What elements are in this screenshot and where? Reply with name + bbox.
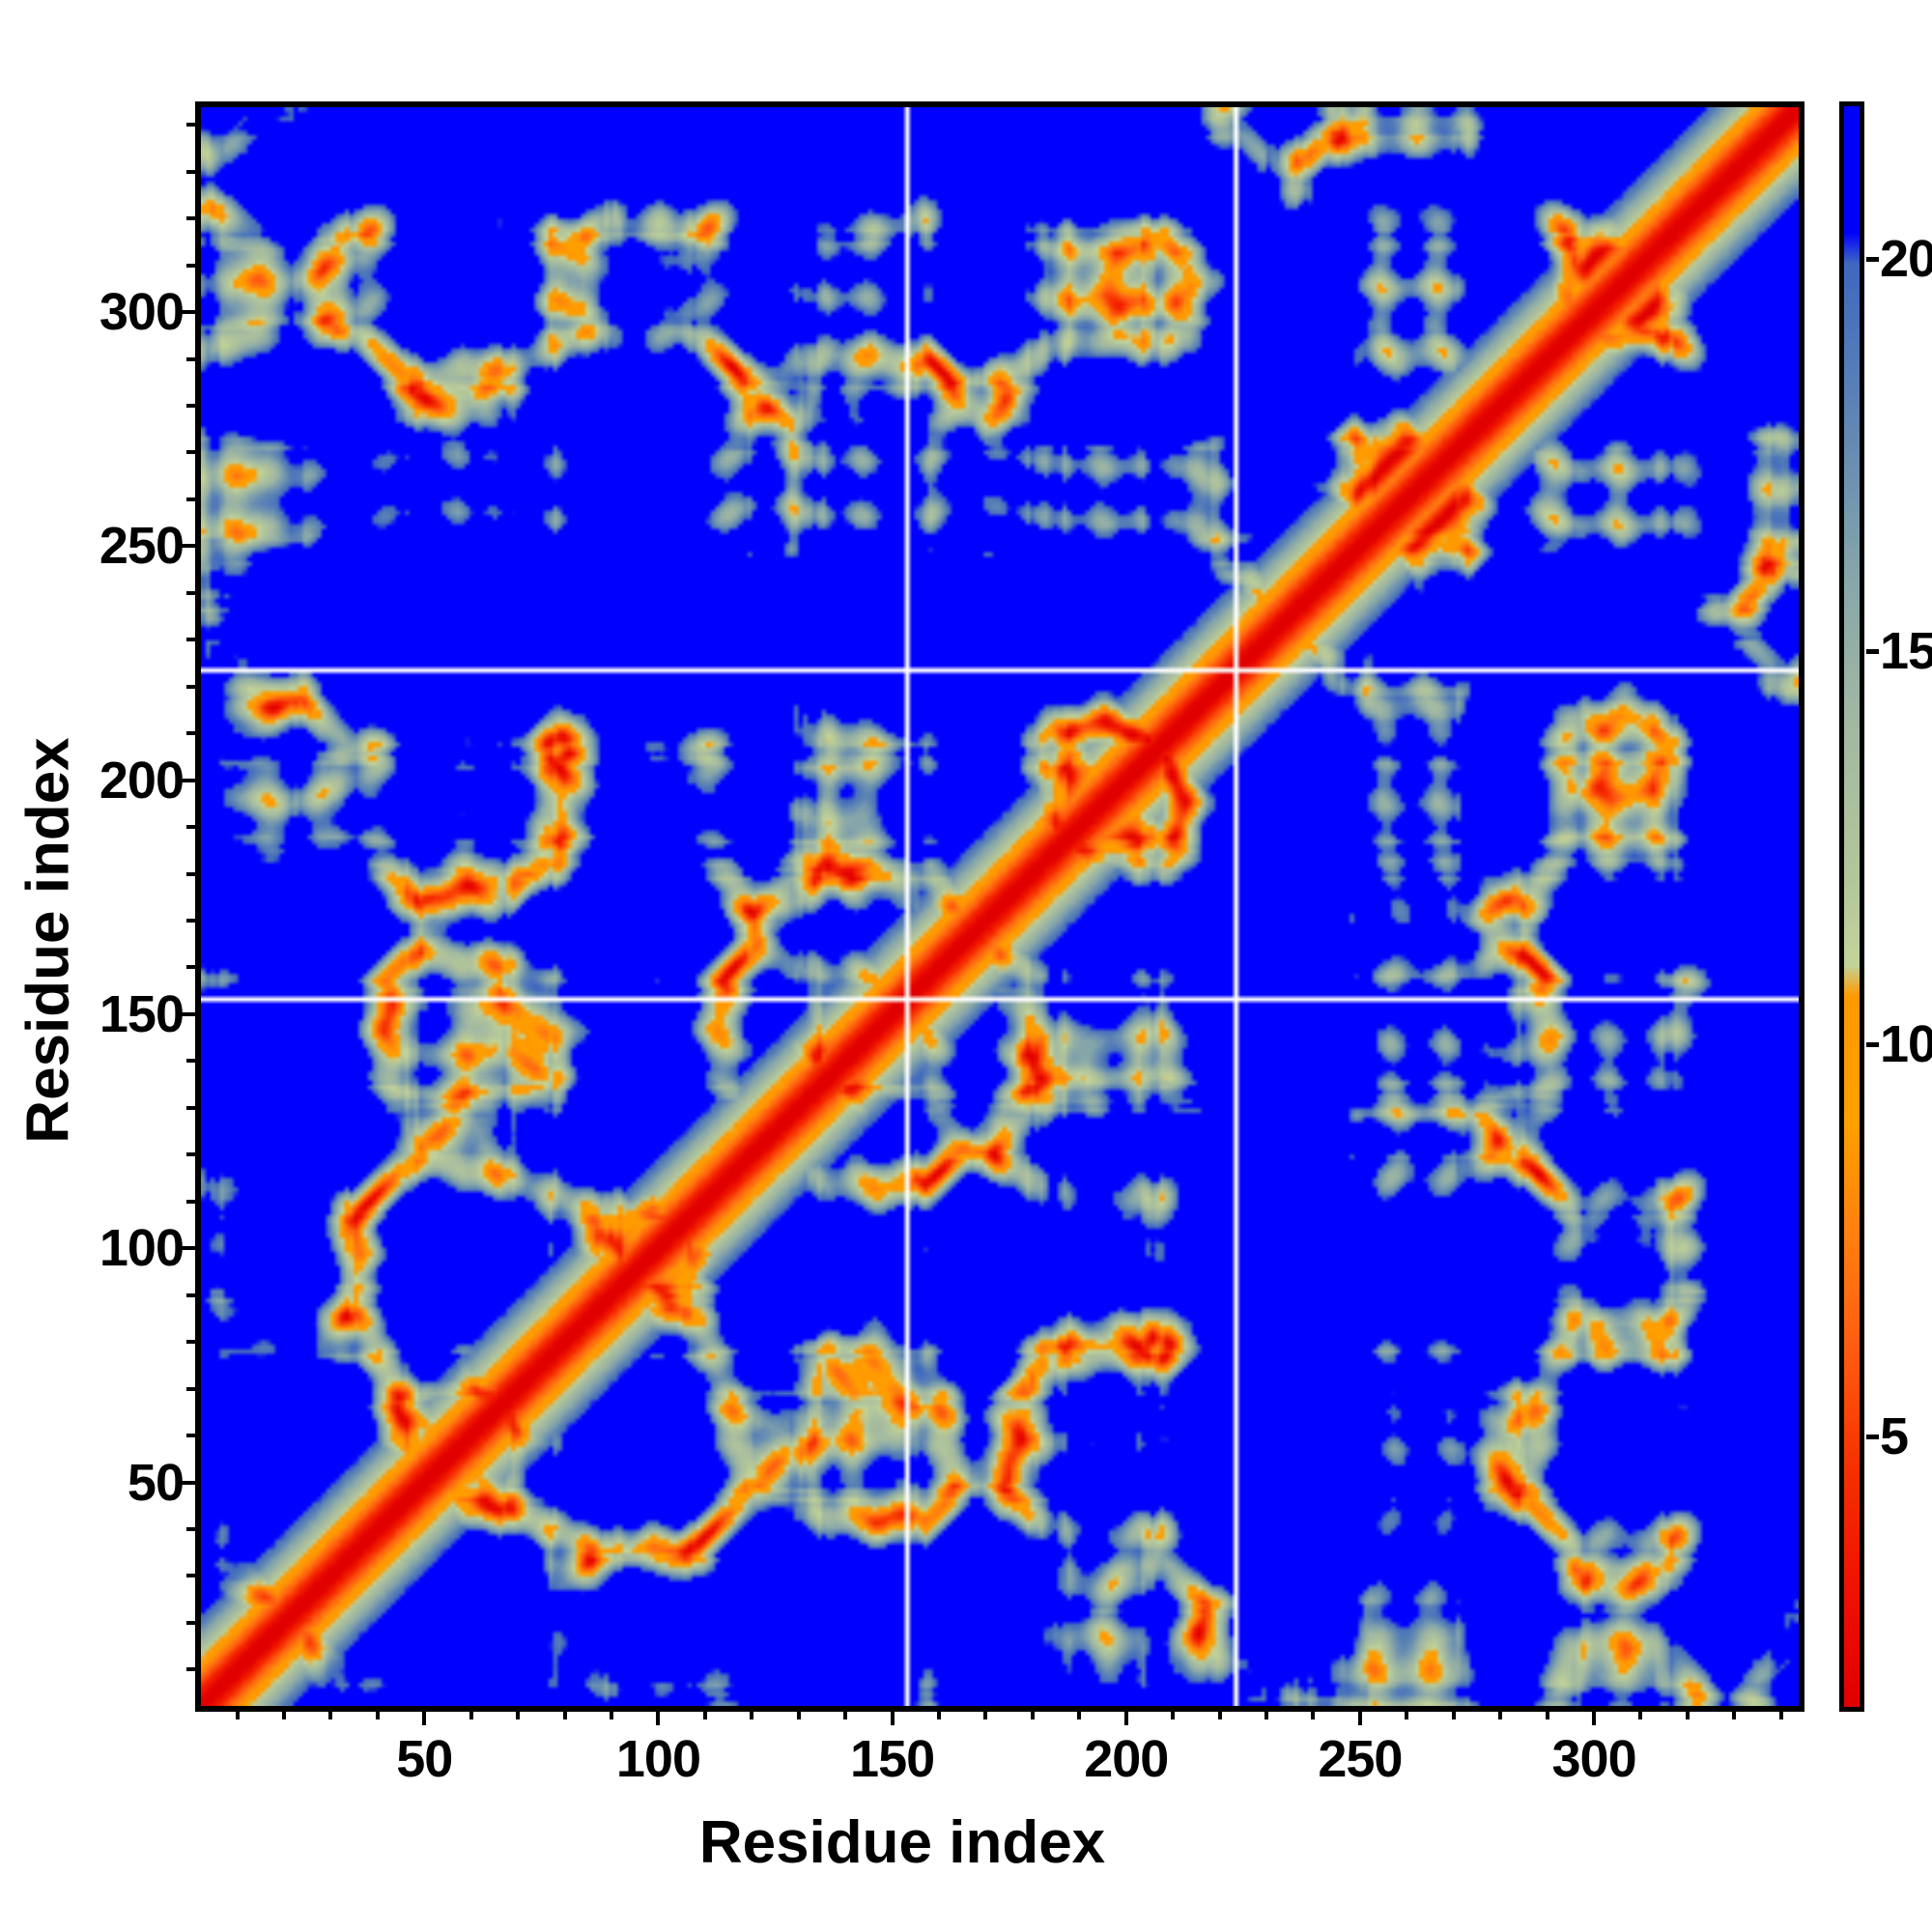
y-minor-tick	[186, 1105, 195, 1110]
x-minor-tick	[1545, 1712, 1549, 1719]
x-minor-tick	[1732, 1712, 1737, 1719]
y-minor-tick	[186, 169, 195, 174]
x-minor-tick	[516, 1712, 521, 1719]
colorbar-tick-label-20: 20	[1880, 229, 1932, 288]
y-minor-tick	[186, 123, 195, 128]
x-minor-tick	[1311, 1712, 1316, 1719]
y-minor-tick	[186, 1434, 195, 1438]
y-minor-tick	[186, 684, 195, 689]
y-minor-tick	[186, 497, 195, 501]
x-minor-tick	[235, 1712, 240, 1719]
x-tick-150	[890, 1712, 895, 1725]
x-minor-tick	[843, 1712, 848, 1719]
x-minor-tick	[610, 1712, 614, 1719]
x-minor-tick	[937, 1712, 942, 1719]
x-tick-200	[1123, 1712, 1128, 1725]
x-minor-tick	[1778, 1712, 1783, 1719]
x-tick-250	[1357, 1712, 1362, 1725]
x-tick-label-300: 300	[1551, 1730, 1637, 1788]
x-minor-tick	[562, 1712, 567, 1719]
x-minor-tick	[282, 1712, 287, 1719]
y-minor-tick	[186, 216, 195, 221]
y-minor-tick	[186, 825, 195, 830]
y-minor-tick	[186, 871, 195, 876]
colorbar-tick-20	[1866, 256, 1879, 262]
colorbar-tick-15	[1866, 649, 1879, 655]
y-tick-label-150: 150	[99, 984, 185, 1043]
x-minor-tick	[1405, 1712, 1409, 1719]
x-minor-tick	[328, 1712, 333, 1719]
y-minor-tick	[186, 1667, 195, 1672]
colorbar-tick-label-10: 10	[1880, 1014, 1932, 1073]
colorbar	[1839, 101, 1864, 1712]
y-minor-tick	[186, 1199, 195, 1204]
y-minor-tick	[186, 638, 195, 642]
y-tick-label-50: 50	[127, 1453, 185, 1512]
x-tick-label-100: 100	[615, 1730, 701, 1788]
x-tick-label-250: 250	[1318, 1730, 1403, 1788]
y-tick-label-250: 250	[99, 517, 185, 576]
x-tick-label-150: 150	[850, 1730, 935, 1788]
x-minor-tick	[1451, 1712, 1456, 1719]
y-tick-50	[182, 1480, 195, 1485]
y-tick-200	[182, 778, 195, 782]
y-minor-tick	[186, 1386, 195, 1391]
x-minor-tick	[750, 1712, 754, 1719]
y-minor-tick	[186, 919, 195, 923]
y-minor-tick	[186, 403, 195, 408]
x-tick-100	[656, 1712, 661, 1725]
colorbar-tick-label-5: 5	[1880, 1407, 1909, 1466]
x-minor-tick	[469, 1712, 473, 1719]
y-minor-tick	[186, 731, 195, 736]
x-tick-50	[422, 1712, 427, 1725]
heatmap-axes	[195, 101, 1804, 1712]
y-minor-tick	[186, 1527, 195, 1531]
x-minor-tick	[1264, 1712, 1269, 1719]
y-minor-tick	[186, 356, 195, 361]
y-tick-100	[182, 1246, 195, 1251]
x-tick-300	[1592, 1712, 1597, 1725]
x-minor-tick	[1498, 1712, 1503, 1719]
x-minor-tick	[983, 1712, 988, 1719]
x-tick-label-50: 50	[396, 1730, 453, 1788]
y-axis-label: Residue index	[14, 737, 82, 1144]
colorbar-tick-5	[1866, 1435, 1879, 1440]
y-minor-tick	[186, 965, 195, 970]
x-minor-tick	[1685, 1712, 1690, 1719]
x-minor-tick	[796, 1712, 801, 1719]
x-minor-tick	[1217, 1712, 1222, 1719]
y-minor-tick	[186, 1340, 195, 1345]
y-tick-label-100: 100	[99, 1219, 185, 1278]
y-tick-label-200: 200	[99, 751, 185, 810]
y-minor-tick	[186, 590, 195, 595]
y-tick-300	[182, 310, 195, 315]
y-tick-150	[182, 1011, 195, 1016]
x-minor-tick	[702, 1712, 707, 1719]
y-tick-250	[182, 544, 195, 549]
y-minor-tick	[186, 450, 195, 455]
x-minor-tick	[1171, 1712, 1176, 1719]
x-tick-label-200: 200	[1084, 1730, 1169, 1788]
colorbar-tick-label-15: 15	[1880, 622, 1932, 681]
colorbar-gradient	[1844, 106, 1860, 1707]
y-minor-tick	[186, 1620, 195, 1625]
y-minor-tick	[186, 263, 195, 268]
y-minor-tick	[186, 1152, 195, 1157]
y-minor-tick	[186, 1293, 195, 1297]
x-minor-tick	[1077, 1712, 1082, 1719]
x-minor-tick	[1030, 1712, 1035, 1719]
y-tick-label-300: 300	[99, 283, 185, 342]
y-minor-tick	[186, 1574, 195, 1578]
heatmap-image	[201, 107, 1799, 1706]
x-axis-label: Residue index	[698, 1809, 1106, 1876]
y-minor-tick	[186, 1059, 195, 1064]
colorbar-tick-10	[1866, 1041, 1879, 1047]
x-minor-tick	[1638, 1712, 1643, 1719]
x-minor-tick	[375, 1712, 380, 1719]
